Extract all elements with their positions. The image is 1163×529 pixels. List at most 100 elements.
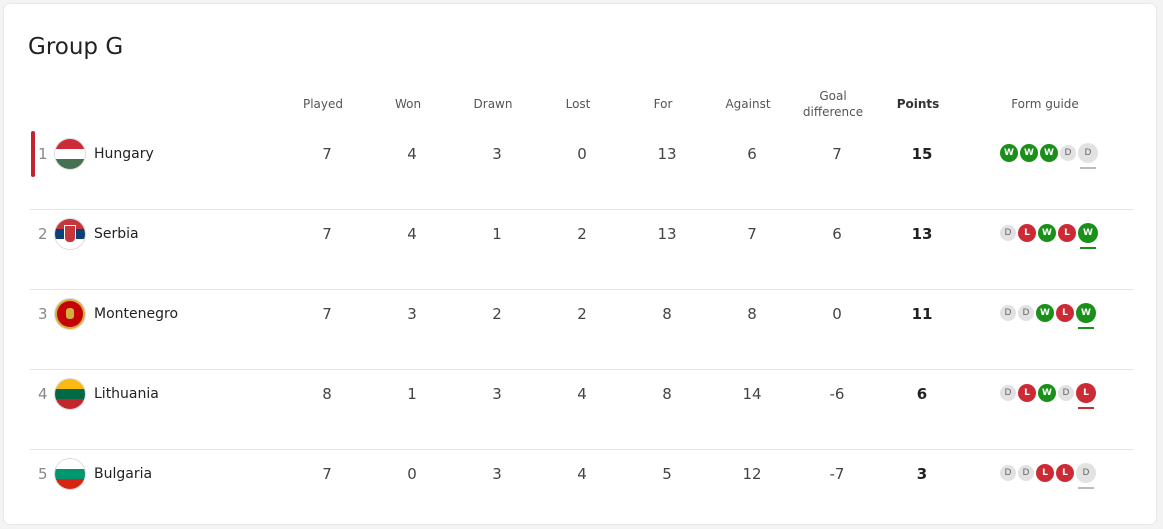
won-value: 4 [407, 145, 417, 163]
drawn-value: 1 [492, 225, 502, 243]
group-title: Group G [28, 34, 124, 60]
form-badge-loss[interactable]: L [1056, 464, 1074, 482]
won-value: 0 [407, 465, 417, 483]
points-value: 6 [916, 385, 928, 403]
form-badge-win[interactable]: W [1076, 303, 1096, 329]
serbia-flag-icon [54, 218, 86, 250]
form-badge-loss[interactable]: L [1018, 384, 1036, 402]
against-value: 8 [747, 305, 757, 323]
table-row[interactable]: 4 Lithuania 8 1 3 4 8 14 -6 6 D L W D L [30, 369, 1134, 450]
team-name[interactable]: Montenegro [94, 306, 179, 322]
table-row[interactable]: 3 Montenegro 7 3 2 2 8 8 0 11 D D W L W [30, 289, 1134, 370]
position: 4 [38, 385, 48, 403]
table-row[interactable]: 5 Bulgaria 7 0 3 4 5 12 -7 3 D D L L D [30, 449, 1134, 529]
form-badge-win[interactable]: W [1000, 144, 1018, 162]
won-value: 3 [407, 305, 417, 323]
lithuania-flag-icon [54, 378, 86, 410]
drawn-value: 3 [492, 385, 502, 403]
form-badge-draw[interactable]: D [1060, 145, 1076, 161]
form-badge-draw[interactable]: D [1000, 225, 1016, 241]
points-value: 3 [916, 465, 928, 483]
table-row[interactable]: 1 Hungary 7 4 3 0 13 6 7 15 W W W D D [30, 129, 1134, 210]
form-badge-loss[interactable]: L [1058, 224, 1076, 242]
team-name[interactable]: Lithuania [94, 386, 159, 402]
position: 2 [38, 225, 48, 243]
won-value: 4 [407, 225, 417, 243]
played-value: 7 [322, 305, 332, 323]
form-badge-draw[interactable]: D [1058, 385, 1074, 401]
against-value: 12 [742, 465, 762, 483]
form-badge-loss[interactable]: L [1076, 383, 1096, 409]
header-points: Points [896, 97, 940, 111]
header-played: Played [302, 97, 344, 111]
form-badge-win[interactable]: W [1020, 144, 1038, 162]
header-for: For [653, 97, 673, 111]
gd-value: -6 [829, 385, 845, 403]
form-badge-loss[interactable]: L [1036, 464, 1054, 482]
form-badge-draw[interactable]: D [1018, 465, 1034, 481]
played-value: 7 [322, 145, 332, 163]
position: 5 [38, 465, 48, 483]
won-value: 1 [407, 385, 417, 403]
header-won: Won [394, 97, 422, 111]
lost-value: 4 [577, 385, 587, 403]
gd-value: 0 [832, 305, 842, 323]
for-value: 13 [657, 225, 677, 243]
form-badge-draw[interactable]: D [1018, 305, 1034, 321]
against-value: 7 [747, 225, 757, 243]
form-badge-win[interactable]: W [1078, 223, 1098, 249]
drawn-value: 3 [492, 145, 502, 163]
form-badge-loss[interactable]: L [1056, 304, 1074, 322]
header-against: Against [725, 97, 771, 111]
header-drawn: Drawn [473, 97, 513, 111]
points-value: 13 [911, 225, 933, 243]
header-form-guide: Form guide [1011, 97, 1079, 111]
header-lost: Lost [565, 97, 591, 111]
lost-value: 0 [577, 145, 587, 163]
team-name[interactable]: Hungary [94, 146, 154, 162]
lost-value: 4 [577, 465, 587, 483]
form-badge-draw[interactable]: D [1000, 385, 1016, 401]
team-name[interactable]: Serbia [94, 226, 139, 242]
form-badge-draw[interactable]: D [1000, 305, 1016, 321]
drawn-value: 3 [492, 465, 502, 483]
lost-value: 2 [577, 305, 587, 323]
gd-value: -7 [829, 465, 845, 483]
qualification-indicator [31, 131, 35, 177]
form-badge-win[interactable]: W [1038, 224, 1056, 242]
form-badge-win[interactable]: W [1038, 384, 1056, 402]
gd-value: 6 [832, 225, 842, 243]
form-badge-draw[interactable]: D [1000, 465, 1016, 481]
for-value: 8 [662, 305, 672, 323]
form-badge-loss[interactable]: L [1018, 224, 1036, 242]
montenegro-flag-icon [54, 298, 86, 330]
form-badge-draw[interactable]: D [1078, 143, 1098, 169]
lost-value: 2 [577, 225, 587, 243]
played-value: 7 [322, 465, 332, 483]
points-value: 11 [911, 305, 933, 323]
table-row[interactable]: 2 Serbia 7 4 1 2 13 7 6 13 D L W L W [30, 209, 1134, 290]
form-badge-win[interactable]: W [1040, 144, 1058, 162]
gd-value: 7 [832, 145, 842, 163]
against-value: 14 [742, 385, 762, 403]
played-value: 8 [322, 385, 332, 403]
against-value: 6 [747, 145, 757, 163]
form-badge-draw[interactable]: D [1076, 463, 1096, 489]
form-badge-win[interactable]: W [1036, 304, 1054, 322]
position: 3 [38, 305, 48, 323]
bulgaria-flag-icon [54, 458, 86, 490]
hungary-flag-icon [54, 138, 86, 170]
team-name[interactable]: Bulgaria [94, 466, 153, 482]
for-value: 13 [657, 145, 677, 163]
position: 1 [38, 145, 48, 163]
standings-card: Group G Played Won Drawn Lost For Agains… [4, 4, 1156, 524]
played-value: 7 [322, 225, 332, 243]
points-value: 15 [911, 145, 933, 163]
drawn-value: 2 [492, 305, 502, 323]
for-value: 8 [662, 385, 672, 403]
